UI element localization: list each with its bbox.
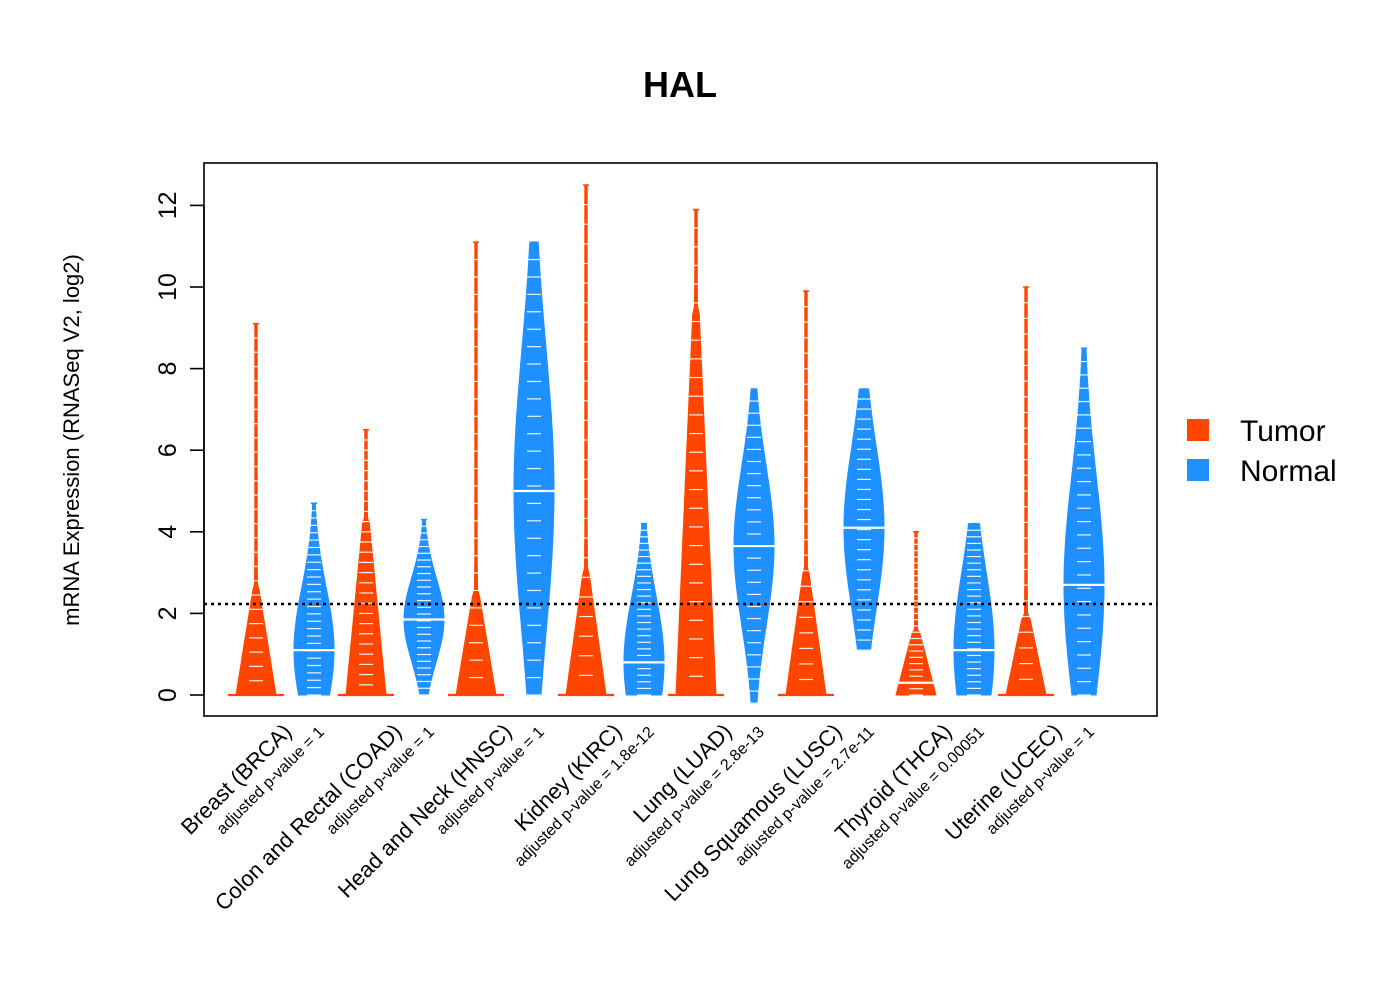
tumor-violin-group xyxy=(228,322,284,697)
y-axis-label: mRNA Expression (RNASeq V2, log2) xyxy=(59,254,84,626)
tumor-violin-group xyxy=(778,290,834,697)
y-tick-label: 8 xyxy=(154,362,182,376)
tumor-violin-group xyxy=(448,241,504,697)
normal-violin-group xyxy=(506,241,562,696)
y-tick-label: 4 xyxy=(154,525,182,539)
y-tick-label: 2 xyxy=(154,606,182,620)
y-tick-label: 10 xyxy=(154,273,182,301)
plot-frame xyxy=(203,162,1158,717)
normal-violin-group xyxy=(726,388,782,704)
y-tick-label: 6 xyxy=(154,443,182,457)
tumor-violin-group xyxy=(998,286,1054,697)
legend-swatch xyxy=(1187,459,1209,481)
tumor-violin-group xyxy=(888,531,944,696)
legend: Tumor Normal xyxy=(1187,415,1337,488)
y-tick-label: 12 xyxy=(154,191,182,219)
plot-area xyxy=(203,162,1158,717)
normal-violin-group xyxy=(1056,347,1112,696)
normal-violin-group xyxy=(396,518,452,696)
legend-label: Tumor xyxy=(1240,415,1326,448)
y-tick-label: 0 xyxy=(154,688,182,702)
normal-violin-group xyxy=(286,502,342,696)
tumor-violin-group xyxy=(558,184,614,697)
normal-violin-group xyxy=(616,522,672,696)
normal-violin-group xyxy=(946,522,1002,696)
legend-swatch xyxy=(1187,419,1209,441)
legend-label: Normal xyxy=(1240,455,1337,488)
normal-violin-group xyxy=(836,388,892,651)
chart-title: HAL xyxy=(643,64,717,105)
tumor-violin-group xyxy=(668,208,724,697)
tumor-violin-group xyxy=(338,429,394,697)
